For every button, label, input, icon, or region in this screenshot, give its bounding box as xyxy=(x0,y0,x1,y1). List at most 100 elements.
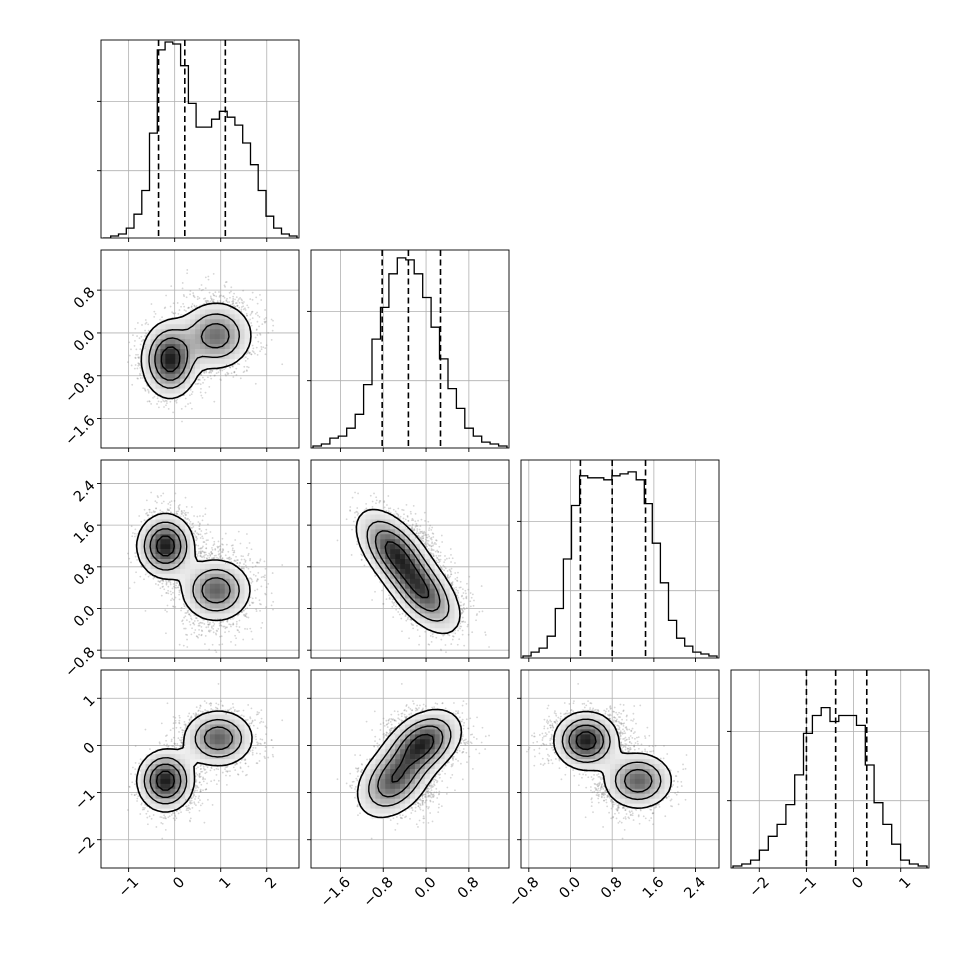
scatter-point xyxy=(208,386,211,388)
density-cell xyxy=(214,314,221,320)
scatter-point xyxy=(223,284,226,287)
scatter-point xyxy=(188,394,191,397)
scatter-point xyxy=(138,337,141,340)
scatter-point xyxy=(236,305,239,307)
scatter-point xyxy=(209,300,212,303)
density-cell xyxy=(165,324,171,330)
scatter-point xyxy=(236,305,239,307)
scatter-point xyxy=(232,297,235,300)
scatter-point xyxy=(225,300,228,303)
scatter-point xyxy=(230,290,232,293)
density-cell xyxy=(224,358,230,365)
scatter-point xyxy=(147,323,150,326)
scatter-point xyxy=(237,298,240,301)
scatter-point xyxy=(248,351,251,354)
scatter-point xyxy=(241,301,243,304)
scatter-point xyxy=(174,312,177,315)
scatter-point xyxy=(201,396,204,399)
scatter-point xyxy=(246,357,249,360)
density-cell xyxy=(195,324,201,330)
scatter-point xyxy=(175,401,178,404)
scatter-point xyxy=(251,317,254,320)
scatter-point xyxy=(255,346,258,349)
scatter-point xyxy=(196,298,199,301)
scatter-point xyxy=(212,293,215,295)
scatter-point xyxy=(247,351,250,354)
scatter-point xyxy=(136,377,139,380)
scatter-point xyxy=(229,366,232,369)
scatter-point xyxy=(235,374,238,376)
scatter-point xyxy=(257,314,259,317)
scatter-point xyxy=(138,363,141,366)
scatter-point xyxy=(222,295,224,298)
contour-line xyxy=(154,323,230,381)
scatter-point xyxy=(264,320,267,323)
scatter-point xyxy=(202,381,204,384)
scatter-point xyxy=(202,288,204,291)
density-cell xyxy=(204,363,211,370)
scatter-point xyxy=(204,391,207,394)
density-cell xyxy=(150,363,156,370)
density-cell xyxy=(234,314,240,320)
scatter-point xyxy=(198,287,201,290)
scatter-point xyxy=(242,308,245,311)
scatter-point xyxy=(199,383,202,386)
scatter-point xyxy=(243,365,246,368)
scatter-point xyxy=(255,296,258,299)
scatter-point xyxy=(205,301,208,304)
scatter-point xyxy=(187,306,190,309)
scatter-point xyxy=(190,305,193,308)
scatter-point xyxy=(224,373,227,376)
scatter-point xyxy=(245,369,248,372)
scatter-point xyxy=(189,293,191,296)
panel-grid xyxy=(101,40,299,238)
pair-panel-2-0 xyxy=(126,491,284,653)
scatter-point xyxy=(208,371,211,374)
scatter-point xyxy=(153,315,156,318)
density-cell xyxy=(190,329,196,335)
scatter-point xyxy=(178,584,180,587)
density-cell xyxy=(140,349,146,355)
scatter-point xyxy=(241,299,243,302)
density-cell xyxy=(195,334,201,340)
scatter-point xyxy=(207,275,210,278)
scatter-point xyxy=(144,345,146,348)
scatter-point xyxy=(231,303,234,306)
scatter-point xyxy=(211,369,214,372)
density-cell xyxy=(175,358,181,365)
density-cell xyxy=(155,383,161,389)
scatter-point xyxy=(210,369,212,372)
scatter-point xyxy=(231,300,234,303)
scatter-point xyxy=(145,321,148,324)
density-cell xyxy=(200,349,206,355)
scatter-point xyxy=(137,364,140,367)
scatter-point xyxy=(240,298,243,301)
scatter-point xyxy=(128,354,131,357)
scatter-point xyxy=(201,376,204,379)
density-cell xyxy=(185,329,191,335)
scatter-point xyxy=(234,305,237,308)
scatter-point xyxy=(196,383,199,385)
scatter-point xyxy=(165,404,167,407)
scatter-point xyxy=(200,289,203,292)
scatter-point xyxy=(158,406,160,409)
scatter-point xyxy=(177,506,180,509)
scatter-point xyxy=(191,391,194,393)
scatter-point xyxy=(235,296,238,299)
scatter-point xyxy=(193,305,196,308)
density-cell xyxy=(185,344,191,350)
scatter-point xyxy=(249,577,251,579)
density-cell xyxy=(185,383,191,389)
scatter-point xyxy=(189,388,192,391)
density-cell xyxy=(234,329,240,335)
density-cell xyxy=(155,349,161,355)
scatter-point xyxy=(156,403,158,405)
scatter-point xyxy=(134,364,137,366)
scatter-point xyxy=(199,379,201,381)
scatter-point xyxy=(144,329,146,332)
scatter-point xyxy=(212,298,215,301)
density-cell xyxy=(195,314,201,320)
scatter-point xyxy=(226,371,229,374)
density-cell xyxy=(160,353,166,360)
scatter-point xyxy=(203,378,206,381)
